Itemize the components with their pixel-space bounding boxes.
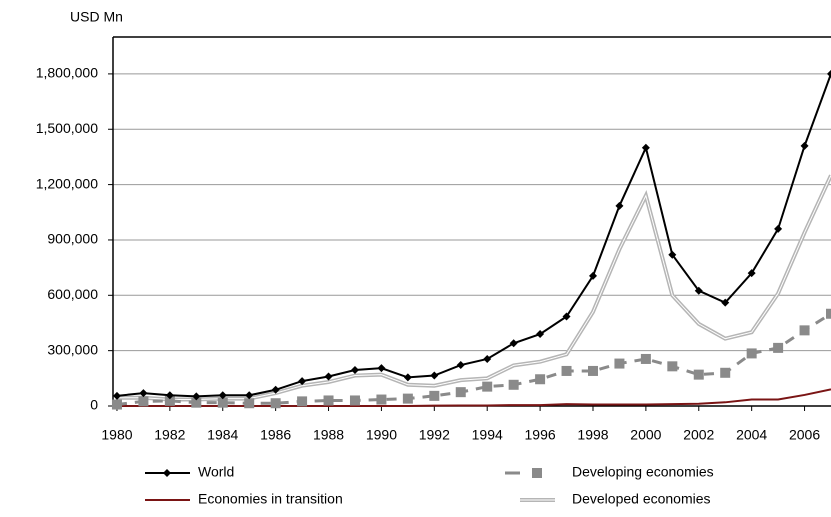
point xyxy=(693,369,704,380)
x-tick-label: 2000 xyxy=(630,427,661,443)
point xyxy=(773,342,784,353)
point xyxy=(138,396,149,407)
x-tick-label: 2002 xyxy=(683,427,714,443)
point xyxy=(165,391,174,400)
series-line xyxy=(116,388,831,407)
point xyxy=(588,271,597,280)
y-axis-label: USD Mn xyxy=(70,9,123,25)
series-line-core xyxy=(116,175,831,401)
point xyxy=(324,372,333,381)
point xyxy=(509,339,518,348)
point xyxy=(456,361,465,370)
point xyxy=(667,361,678,372)
point xyxy=(429,390,440,401)
x-tick-label: 2006 xyxy=(789,427,820,443)
point xyxy=(587,365,598,376)
point xyxy=(536,330,545,339)
point xyxy=(430,371,439,380)
x-tick-label: 1990 xyxy=(366,427,397,443)
point xyxy=(297,396,308,407)
x-tick-label: 1998 xyxy=(577,427,608,443)
point xyxy=(615,201,624,210)
x-tick-label: 1982 xyxy=(154,427,185,443)
point xyxy=(668,250,677,259)
point xyxy=(298,377,307,386)
y-tick-label: 300,000 xyxy=(47,341,98,357)
point xyxy=(827,69,831,78)
x-tick-label: 1986 xyxy=(260,427,291,443)
point xyxy=(800,141,809,150)
point xyxy=(402,393,413,404)
point xyxy=(112,391,121,400)
legend-label: Developing economies xyxy=(572,464,714,480)
point xyxy=(111,399,122,410)
point xyxy=(403,373,412,382)
x-tick-label: 1996 xyxy=(525,427,556,443)
point xyxy=(245,391,254,400)
point xyxy=(562,312,571,321)
x-tick-label: 2004 xyxy=(736,427,767,443)
point xyxy=(483,354,492,363)
point xyxy=(482,381,493,392)
point xyxy=(218,391,227,400)
point xyxy=(720,367,731,378)
point xyxy=(191,397,202,408)
y-tick-label: 1,200,000 xyxy=(36,175,98,191)
y-tick-label: 900,000 xyxy=(47,231,98,247)
point xyxy=(694,286,703,295)
point xyxy=(508,379,519,390)
point xyxy=(376,394,387,405)
y-tick-label: 1,800,000 xyxy=(36,65,98,81)
y-tick-label: 0 xyxy=(90,397,98,413)
point xyxy=(774,224,783,233)
point xyxy=(350,366,359,375)
legend-label: Economies in transition xyxy=(198,491,343,507)
point xyxy=(561,365,572,376)
point xyxy=(139,389,148,398)
series-line xyxy=(116,73,831,398)
point xyxy=(244,398,255,409)
y-tick-label: 1,500,000 xyxy=(36,120,98,136)
point xyxy=(614,358,625,369)
legend-label: World xyxy=(198,464,234,480)
x-tick-label: 1988 xyxy=(313,427,344,443)
point xyxy=(641,143,650,152)
point xyxy=(799,325,810,336)
point xyxy=(349,395,360,406)
legend-swatch xyxy=(163,469,171,477)
point xyxy=(164,395,175,406)
legend-label: Developed economies xyxy=(572,491,711,507)
y-tick-label: 600,000 xyxy=(47,286,98,302)
x-tick-label: 1984 xyxy=(207,427,238,443)
point xyxy=(535,374,546,385)
point xyxy=(192,392,201,401)
point xyxy=(826,308,831,319)
x-tick-label: 1994 xyxy=(472,427,503,443)
point xyxy=(271,385,280,394)
point xyxy=(746,348,757,359)
x-tick-label: 1980 xyxy=(101,427,132,443)
point xyxy=(721,298,730,307)
point xyxy=(217,397,228,408)
point xyxy=(323,395,334,406)
point xyxy=(640,353,651,364)
point xyxy=(270,398,281,409)
point xyxy=(747,269,756,278)
point xyxy=(455,387,466,398)
x-tick-label: 1992 xyxy=(419,427,450,443)
series-line xyxy=(116,174,831,402)
legend-swatch xyxy=(532,468,542,478)
series-line xyxy=(116,312,831,407)
point xyxy=(377,364,386,373)
